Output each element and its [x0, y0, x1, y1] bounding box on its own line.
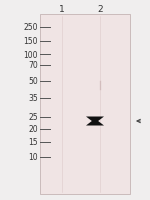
Text: 150: 150 [24, 37, 38, 46]
Text: 250: 250 [24, 23, 38, 32]
Text: 1: 1 [59, 5, 65, 14]
Text: 20: 20 [28, 125, 38, 134]
Text: 35: 35 [28, 94, 38, 103]
Text: 25: 25 [28, 113, 38, 122]
Bar [40, 15, 130, 194]
Text: 70: 70 [28, 61, 38, 70]
Text: 15: 15 [28, 138, 38, 147]
Text: 10: 10 [28, 153, 38, 162]
Polygon shape [86, 117, 104, 126]
Text: 50: 50 [28, 77, 38, 86]
Text: 2: 2 [97, 5, 103, 14]
Text: 100: 100 [24, 50, 38, 59]
